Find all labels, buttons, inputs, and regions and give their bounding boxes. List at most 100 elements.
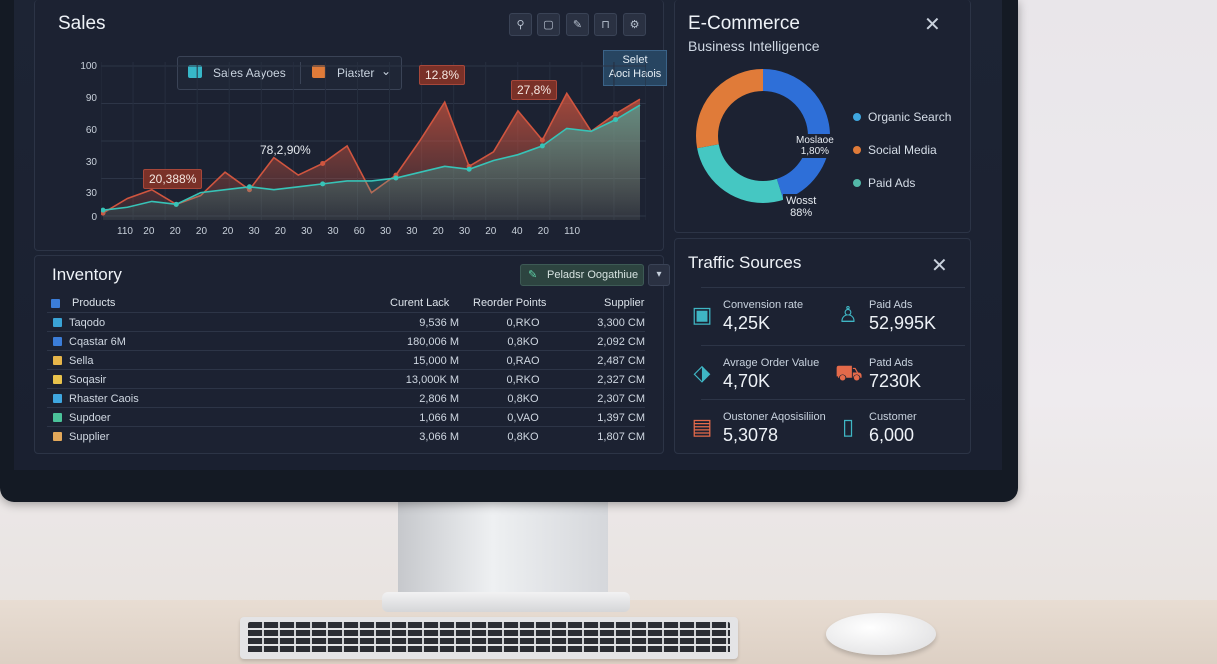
supplier-value: 2,307 CM bbox=[597, 393, 645, 405]
monitor-icon: ▣ bbox=[691, 302, 713, 327]
callout-peak-1: 12.8% bbox=[419, 65, 466, 85]
x-tick: 30 bbox=[458, 226, 471, 237]
series-teal-point bbox=[613, 117, 619, 123]
header-icon bbox=[51, 299, 60, 308]
sales-panel: Sales ⚲ ▢ ✎ ⊓ ⚙ Sales Aayoes Piaster ⌄ S… bbox=[34, 0, 667, 251]
col-current-lack[interactable]: Curent Lack bbox=[390, 297, 450, 309]
supplier-value: 3,300 CM bbox=[597, 317, 645, 329]
table-row[interactable]: Sella 15,000 M 0,RAO 2,487 CM bbox=[47, 350, 645, 370]
series-teal-point bbox=[246, 184, 252, 190]
x-tick: 30 bbox=[327, 226, 339, 237]
x-tick: 60 bbox=[353, 226, 365, 237]
legend-series-1: Sales Aayoes bbox=[213, 66, 286, 80]
gift-icon bbox=[188, 65, 202, 78]
monitor-stand bbox=[398, 502, 608, 598]
product-name: Soqasir bbox=[69, 374, 107, 386]
product-name: Taqodo bbox=[69, 317, 106, 329]
legend-dot bbox=[853, 179, 861, 187]
donut-label-1: Moslaoe 1,80% bbox=[793, 134, 837, 158]
metric-value: 6,000 bbox=[869, 425, 915, 445]
keyboard bbox=[240, 617, 738, 659]
legend-item[interactable]: Paid Ads bbox=[853, 176, 915, 190]
reorder-point: 0,RAO bbox=[506, 355, 540, 367]
x-tick: 20 bbox=[274, 226, 286, 237]
metric-value: 4,70K bbox=[723, 371, 771, 391]
series-teal-line bbox=[102, 104, 641, 211]
metric-value: 52,995K bbox=[869, 313, 937, 333]
product-name: Supplier bbox=[69, 431, 110, 443]
y-tick: 30 bbox=[85, 188, 97, 199]
inventory-tool-button[interactable]: ✎ Peladsr Oogathiue bbox=[520, 264, 644, 286]
metric-label: Patd Ads bbox=[869, 357, 914, 369]
legend-item[interactable]: Organic Search bbox=[853, 110, 951, 124]
x-tick: 20 bbox=[222, 226, 234, 237]
current-lack: 15,000 M bbox=[413, 355, 459, 367]
col-supplier[interactable]: Supplier bbox=[604, 297, 645, 309]
y-tick: 60 bbox=[85, 125, 97, 136]
legend-item[interactable]: Social Media bbox=[853, 143, 937, 157]
folder-icon bbox=[53, 356, 62, 365]
folder-icon bbox=[53, 318, 62, 327]
presentation-icon: ▤ bbox=[691, 414, 713, 439]
table-row[interactable]: Rhaster Caois 2,806 M 0,8KO 2,307 CM bbox=[47, 388, 645, 408]
reorder-point: 0,RKO bbox=[506, 374, 540, 386]
metric-label: Oustoner Aqosisiliion bbox=[723, 411, 826, 423]
supplier-value: 1,397 CM bbox=[597, 412, 645, 424]
legend-series-2: Piaster bbox=[337, 66, 375, 80]
table-row[interactable]: Supplier 3,066 M 0,8KO 1,807 CM bbox=[47, 426, 645, 446]
y-tick: 100 bbox=[80, 61, 97, 72]
reorder-point: 0,RKO bbox=[506, 317, 540, 329]
table-row[interactable]: Cqastar 6M 180,006 M 0,8KO 2,092 CM bbox=[47, 331, 645, 351]
callout-low: 20,388% bbox=[143, 169, 203, 189]
series-red-point bbox=[539, 137, 545, 143]
legend-dot bbox=[853, 146, 861, 154]
x-tick: 30 bbox=[248, 226, 260, 237]
ecommerce-title: E-Commerce bbox=[688, 13, 800, 34]
supplier-value: 2,092 CM bbox=[597, 336, 645, 348]
lock-icon[interactable]: ⊓ bbox=[594, 13, 617, 36]
metric-value: 5,3078 bbox=[723, 425, 779, 445]
product-name: Supdoer bbox=[69, 412, 111, 424]
device-icon: ▯ bbox=[841, 414, 855, 439]
supplier-value: 1,807 CM bbox=[597, 431, 645, 443]
table-row[interactable]: Taqodo 9,536 M 0,RKO 3,300 CM bbox=[47, 312, 645, 332]
series-teal-point bbox=[466, 166, 472, 172]
product-name: Sella bbox=[69, 355, 94, 367]
current-lack: 180,006 M bbox=[407, 336, 459, 348]
x-tick: 20 bbox=[195, 226, 208, 237]
series-teal-point bbox=[173, 201, 179, 207]
table-row[interactable]: Supdoer 1,066 M 0,VAO 1,397 CM bbox=[47, 407, 645, 427]
chevron-down-icon[interactable]: ▾ bbox=[648, 264, 670, 286]
y-tick: 0 bbox=[91, 212, 97, 223]
folder-icon bbox=[53, 394, 62, 403]
chart-legend[interactable]: Sales Aayoes Piaster ⌄ bbox=[177, 56, 402, 90]
folder-icon bbox=[53, 337, 62, 346]
settings-icon[interactable]: ⚙ bbox=[623, 13, 646, 36]
x-tick: 110 bbox=[117, 226, 133, 237]
series-teal-point bbox=[320, 181, 326, 187]
sales-title: Sales bbox=[58, 13, 106, 34]
x-tick: 20 bbox=[432, 226, 444, 237]
current-lack: 1,066 M bbox=[419, 412, 459, 424]
product-name: Rhaster Caois bbox=[69, 393, 139, 405]
x-tick: 20 bbox=[169, 226, 181, 237]
metric-label: Avrage Order Value bbox=[723, 357, 820, 369]
close-icon[interactable]: ✕ bbox=[924, 14, 941, 36]
sales-chart bbox=[101, 62, 646, 220]
metric-label: Customer bbox=[869, 411, 917, 423]
edit-icon[interactable]: ✎ bbox=[566, 13, 589, 36]
inventory-panel: Inventory ✎ Peladsr Oogathiue ▾ Products… bbox=[34, 255, 670, 454]
col-reorder-points[interactable]: Reorder Points bbox=[473, 297, 547, 309]
filter-icon[interactable]: ⚲ bbox=[509, 13, 532, 36]
x-tick: 30 bbox=[301, 226, 313, 237]
mouse bbox=[826, 613, 936, 655]
folder-icon bbox=[53, 413, 62, 422]
reorder-point: 0,8KO bbox=[507, 393, 539, 405]
copy-icon[interactable]: ▢ bbox=[537, 13, 560, 36]
supplier-value: 2,487 CM bbox=[597, 355, 645, 367]
series-teal-area bbox=[103, 105, 640, 220]
chevron-down-icon[interactable]: ⌄ bbox=[381, 64, 392, 78]
col-products[interactable]: Products bbox=[72, 297, 116, 309]
table-row[interactable]: Soqasir 13,000K M 0,RKO 2,327 CM bbox=[47, 369, 645, 389]
close-icon[interactable]: ✕ bbox=[931, 255, 948, 277]
